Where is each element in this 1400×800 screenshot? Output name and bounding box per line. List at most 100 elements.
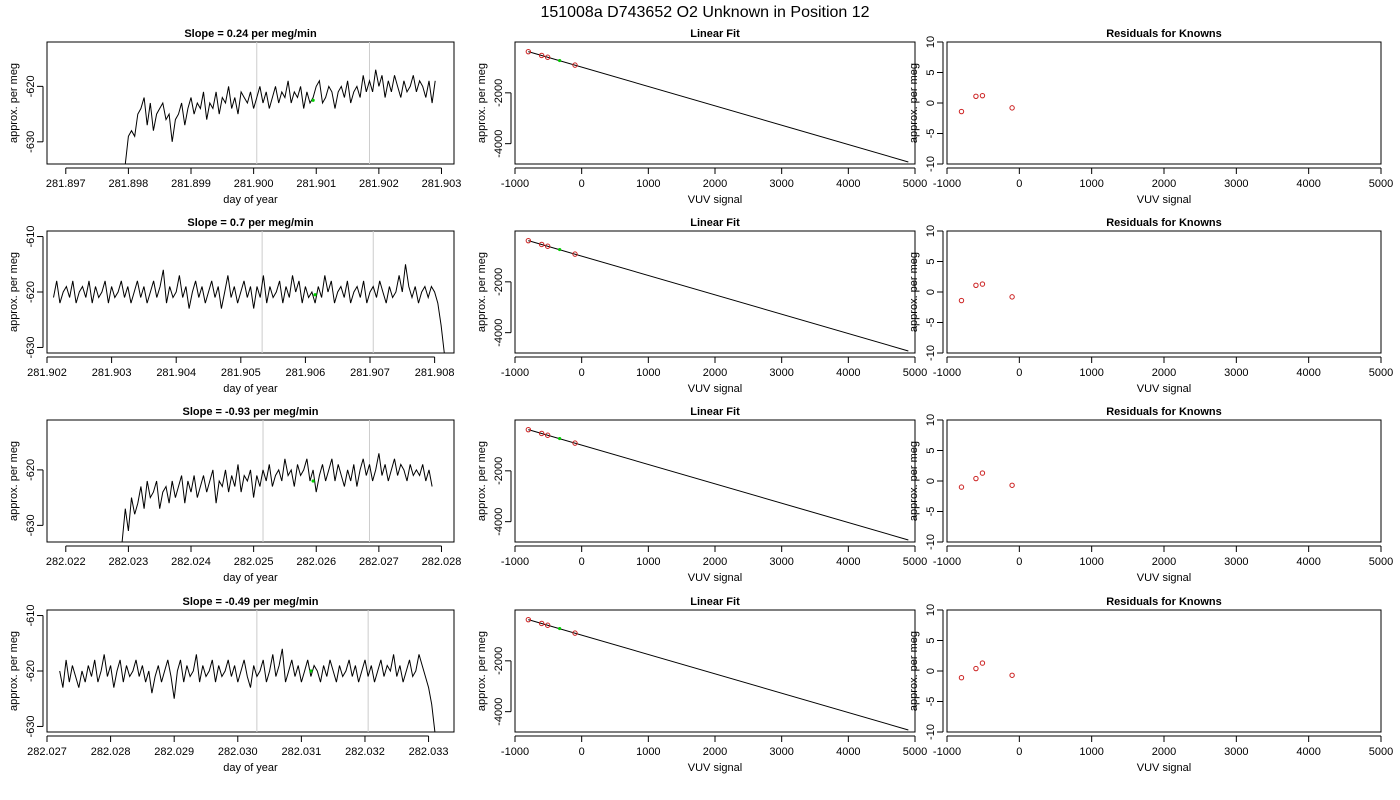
- x-axis-label: VUV signal: [688, 194, 742, 206]
- plot-area: [124, 42, 436, 164]
- x-tick-label: -1000: [933, 178, 961, 190]
- x-tick-label: 5000: [1369, 556, 1393, 568]
- x-tick-label: 282.027: [27, 746, 67, 758]
- plot-frame: [946, 41, 1382, 165]
- y-tick-label: -5: [925, 697, 937, 707]
- known-point: [525, 426, 532, 433]
- y-tick-label: -2000: [493, 79, 505, 107]
- residual-point: [979, 281, 986, 287]
- x-tick-label: 282.022: [46, 556, 86, 568]
- y-tick-label: 10: [925, 414, 937, 426]
- unknown-point: [558, 436, 562, 441]
- x-tick-label: 3000: [769, 367, 793, 379]
- x-tick-label: 3000: [1224, 178, 1248, 190]
- chart-panel-1-residuals: Residuals for Knowns -1000 0 1000 2000 3000 40…: [908, 28, 1393, 206]
- chart-panel-2-fit: Linear Fit -1000 0 1000 2000 3000 4000 5000 VUV …: [476, 217, 927, 395]
- plot-area: [525, 48, 909, 163]
- known-point: [538, 52, 545, 59]
- x-axis-label: day of year: [223, 383, 278, 395]
- residual-point: [973, 665, 979, 672]
- known-point: [525, 48, 532, 55]
- y-tick-label: -610: [25, 605, 37, 627]
- x-tick-label: 282.029: [154, 746, 194, 758]
- plot-area: [958, 281, 1015, 304]
- x-tick-label: 2000: [1152, 367, 1176, 379]
- x-tick-label: 4000: [1296, 556, 1320, 568]
- unknown-point: [558, 626, 562, 631]
- x-tick-label: 4000: [836, 367, 860, 379]
- y-axis-label: approx. per meg: [8, 441, 20, 521]
- x-axis-label: VUV signal: [688, 383, 742, 395]
- unknown-point: [558, 247, 562, 252]
- x-tick-label: 2000: [703, 556, 727, 568]
- x-axis: 281.897 281.898 281.899 281.900 281.901 281.9…: [46, 167, 462, 190]
- x-tick-label: 282.025: [234, 556, 274, 568]
- known-point: [525, 237, 532, 244]
- x-tick-label: 281.899: [171, 178, 211, 190]
- y-tick-label: -2000: [493, 647, 505, 675]
- x-tick-label: 281.908: [415, 367, 455, 379]
- y-axis: -630 -620: [25, 459, 44, 536]
- y-axis: -630 -620 -610: [25, 605, 44, 737]
- known-point: [572, 62, 578, 68]
- x-tick-label: 2000: [703, 746, 727, 758]
- known-point: [538, 430, 545, 437]
- y-axis: -10 -5 0 5 10: [925, 414, 944, 550]
- y-tick-label: 5: [925, 637, 937, 643]
- y-axis-label: approx. per meg: [908, 63, 920, 143]
- x-tick-label: -1000: [933, 556, 961, 568]
- residual-point: [1009, 482, 1015, 488]
- x-tick-label: 281.903: [422, 178, 462, 190]
- x-tick-label: 2000: [1152, 746, 1176, 758]
- y-tick-label: 10: [925, 225, 937, 237]
- x-tick-label: 282.033: [409, 746, 449, 758]
- y-tick-label: 10: [925, 36, 937, 48]
- x-tick-label: 4000: [1296, 178, 1320, 190]
- y-tick-label: 0: [925, 289, 937, 295]
- x-tick-label: -1000: [501, 367, 529, 379]
- fit-line: [528, 619, 909, 731]
- known-point: [538, 620, 545, 627]
- fit-line: [528, 240, 909, 352]
- x-tick-label: 5000: [1369, 367, 1393, 379]
- residual-point: [1009, 294, 1015, 300]
- series-line: [53, 264, 445, 353]
- residual-point: [958, 108, 965, 115]
- chart-title: Residuals for Knowns: [1106, 406, 1222, 418]
- y-axis-label: approx. per meg: [908, 631, 920, 711]
- y-axis-label: approx. per meg: [908, 441, 920, 521]
- page-title: 151008a D743652 O2 Unknown in Position 1…: [540, 4, 869, 21]
- x-tick-label: 5000: [1369, 746, 1393, 758]
- x-tick-label: 282.026: [296, 556, 336, 568]
- x-tick-label: 1000: [1079, 178, 1103, 190]
- y-tick-label: 5: [925, 258, 937, 264]
- x-tick-label: 2000: [703, 178, 727, 190]
- y-tick-label: -4000: [493, 508, 505, 536]
- series-line: [124, 69, 436, 164]
- y-axis: -4000 -2000: [493, 79, 512, 158]
- x-tick-label: 0: [579, 556, 585, 568]
- x-tick-label: 282.028: [91, 746, 131, 758]
- y-tick-label: -10: [925, 724, 937, 740]
- x-tick-label: 0: [579, 746, 585, 758]
- unknown-marker: [311, 479, 315, 483]
- x-tick-label: 4000: [1296, 367, 1320, 379]
- y-axis: -10 -5 0 5 10: [925, 604, 944, 740]
- y-axis: -4000 -2000: [493, 268, 512, 347]
- x-axis: -1000 0 1000 2000 3000 4000 5000: [501, 167, 927, 190]
- x-tick-label: 4000: [836, 746, 860, 758]
- plot-area: [958, 660, 1015, 681]
- residual-point: [1009, 672, 1015, 678]
- plot-frame: [514, 230, 916, 354]
- y-tick-label: -5: [925, 507, 937, 517]
- x-tick-label: 2000: [703, 367, 727, 379]
- residual-point: [1009, 105, 1015, 111]
- chart-title: Linear Fit: [690, 28, 740, 40]
- plot-frame: [46, 230, 455, 354]
- plot-frame: [946, 609, 1382, 733]
- y-axis-label: approx. per meg: [8, 63, 20, 143]
- plot-area: [958, 92, 1015, 115]
- chart-panel-3-residuals: Residuals for Knowns -1000 0 1000 2000 3000 40…: [908, 406, 1393, 584]
- x-tick-label: 4000: [836, 556, 860, 568]
